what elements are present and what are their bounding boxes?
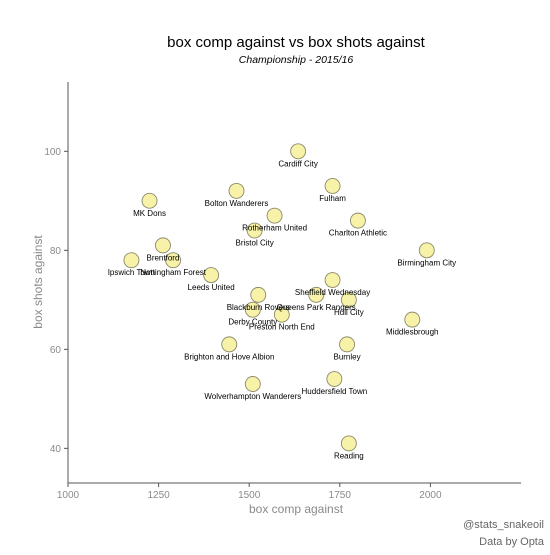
data-points (123, 143, 435, 452)
data-point (340, 291, 357, 308)
data-point-label: Rotherham United (242, 224, 307, 233)
x-tick-label: 1750 (329, 490, 352, 501)
data-point-label: Charlton Athletic (329, 229, 387, 238)
y-axis-ticks: 40 60 80 100 (44, 147, 68, 455)
data-point-label: Brighton and Hove Albion (184, 352, 274, 361)
data-point-label: Queens Park Rangers (277, 303, 356, 312)
x-tick-label: 2000 (419, 490, 442, 501)
data-point (154, 237, 171, 254)
data-point (340, 435, 357, 452)
data-point-label: Fulham (319, 194, 346, 203)
data-point-label: Bristol City (236, 239, 274, 248)
data-point-label: Hull City (334, 308, 364, 317)
x-tick-label: 1250 (147, 490, 170, 501)
y-tick-label: 60 (50, 345, 62, 356)
data-point (324, 178, 341, 194)
data-point (228, 182, 245, 199)
data-point-label: Blackburn Rovers (227, 303, 290, 312)
chart-title: box comp against vs box shots against (167, 34, 425, 51)
x-tick-label: 1500 (238, 490, 261, 501)
data-point (250, 286, 267, 303)
data-point-label: Ipswich Town (108, 268, 155, 277)
data-point (244, 301, 261, 318)
data-point-label: Bolton Wanderers (205, 199, 269, 208)
y-tick-label: 40 (50, 444, 62, 455)
data-point-label: Derby County (228, 318, 277, 327)
data-point-label: Huddersfield Town (302, 387, 368, 396)
data-point-label: Burnley (333, 352, 360, 361)
data-point-label: Nottingham Forest (140, 268, 207, 277)
data-point-label: Brentford (146, 253, 179, 262)
data-point-label: Leeds United (188, 283, 235, 292)
x-tick-label: 1000 (57, 490, 80, 501)
y-tick-label: 80 (50, 246, 62, 257)
data-point (339, 336, 355, 353)
y-axis-title: box shots against (31, 235, 45, 329)
data-point-label: Sheffield Wednesday (295, 288, 370, 297)
x-axis-title: box comp against (249, 502, 344, 516)
data-point (246, 222, 263, 239)
data-point (165, 252, 182, 269)
data-point (349, 212, 366, 229)
caption-source: Data by Opta (479, 536, 545, 548)
data-point (326, 371, 343, 387)
data-point (203, 267, 220, 284)
chart-subtitle: Championship - 2015/16 (239, 54, 354, 66)
data-point (221, 336, 238, 353)
data-point-label: Wolverhampton Wanderers (204, 392, 301, 401)
data-point (123, 252, 140, 269)
data-point (404, 311, 421, 328)
data-point (244, 376, 261, 392)
data-point-label: Reading (334, 451, 364, 460)
y-tick-label: 100 (44, 147, 61, 158)
data-point-label: MK Dons (133, 209, 166, 218)
caption-handle: @stats_snakeoil (463, 519, 544, 531)
data-point (273, 306, 290, 323)
data-point (308, 286, 325, 303)
data-point-label: Cardiff City (278, 159, 317, 168)
data-point (266, 207, 283, 224)
data-point-label: Middlesbrough (386, 328, 438, 337)
data-point-label: Birmingham City (397, 258, 456, 267)
data-point-label: Preston North End (249, 323, 315, 332)
x-axis-ticks: 1000 1250 1500 1750 2000 (57, 483, 442, 501)
data-point (141, 192, 158, 209)
data-point-labels: Cardiff City Fulham Bolton Wanderers MK Don… (108, 159, 456, 460)
data-point (324, 272, 341, 288)
data-point (290, 143, 307, 160)
data-point (418, 242, 435, 259)
